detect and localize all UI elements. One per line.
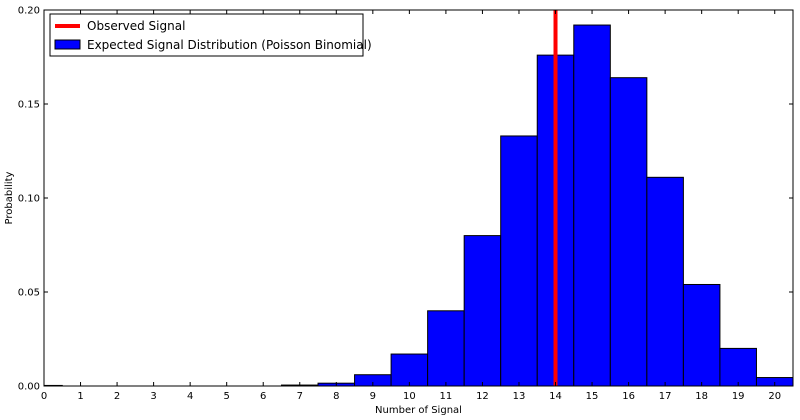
x-tick-label-6: 6 — [260, 391, 266, 402]
legend-expected-swatch — [54, 39, 81, 50]
legend-observed-label: Observed Signal — [87, 19, 185, 33]
x-tick-label-3: 3 — [150, 391, 156, 402]
x-tick-label-2: 2 — [114, 391, 120, 402]
y-tick-label-2: 0.10 — [18, 194, 40, 205]
y-tick-label-3: 0.15 — [18, 100, 40, 111]
bar-12 — [463, 235, 502, 387]
bar-19 — [719, 347, 757, 387]
x-tick-label-8: 8 — [333, 391, 339, 402]
bar-15 — [573, 24, 611, 387]
x-tick-label-14: 14 — [549, 391, 562, 402]
x-tick-label-15: 15 — [586, 391, 599, 402]
y-tick-label-0: 0.00 — [18, 382, 40, 393]
bar-13 — [500, 135, 538, 387]
y-axis: 0.00 0.05 0.10 0.15 0.20 — [18, 6, 793, 393]
x-tick-label-17: 17 — [659, 391, 672, 402]
bar-18 — [682, 283, 721, 387]
x-tick-label-10: 10 — [403, 391, 416, 402]
bar-11 — [427, 310, 465, 387]
legend-box — [49, 13, 364, 57]
x-tick-label-13: 13 — [513, 391, 526, 402]
x-tick-label-20: 20 — [768, 391, 781, 402]
x-axis: 0 1 2 3 4 5 6 7 8 9 10 11 12 13 14 15 16 17 18 19 20 — [41, 10, 781, 402]
y-tick-label-4: 0.20 — [18, 6, 40, 17]
x-tick-label-5: 5 — [223, 391, 229, 402]
x-tick-label-4: 4 — [187, 391, 193, 402]
x-tick-label-9: 9 — [370, 391, 376, 402]
x-tick-label-7: 7 — [297, 391, 303, 402]
x-tick-label-18: 18 — [695, 391, 708, 402]
x-tick-label-16: 16 — [622, 391, 635, 402]
x-tick-label-19: 19 — [732, 391, 745, 402]
y-axis-label: Probability — [4, 171, 15, 224]
x-axis-label: Number of Signal — [375, 405, 462, 416]
x-tick-label-0: 0 — [41, 391, 47, 402]
legend: Observed Signal Expected Signal Distribut… — [49, 13, 372, 57]
x-tick-label-12: 12 — [476, 391, 489, 402]
legend-expected-label: Expected Signal Distribution (Poisson Bi… — [87, 38, 372, 52]
x-tick-label-1: 1 — [77, 391, 83, 402]
bar-17 — [646, 176, 684, 387]
x-tick-label-11: 11 — [440, 391, 453, 402]
y-tick-label-1: 0.05 — [18, 288, 40, 299]
bar-10 — [390, 353, 429, 387]
bar-16 — [609, 77, 648, 387]
